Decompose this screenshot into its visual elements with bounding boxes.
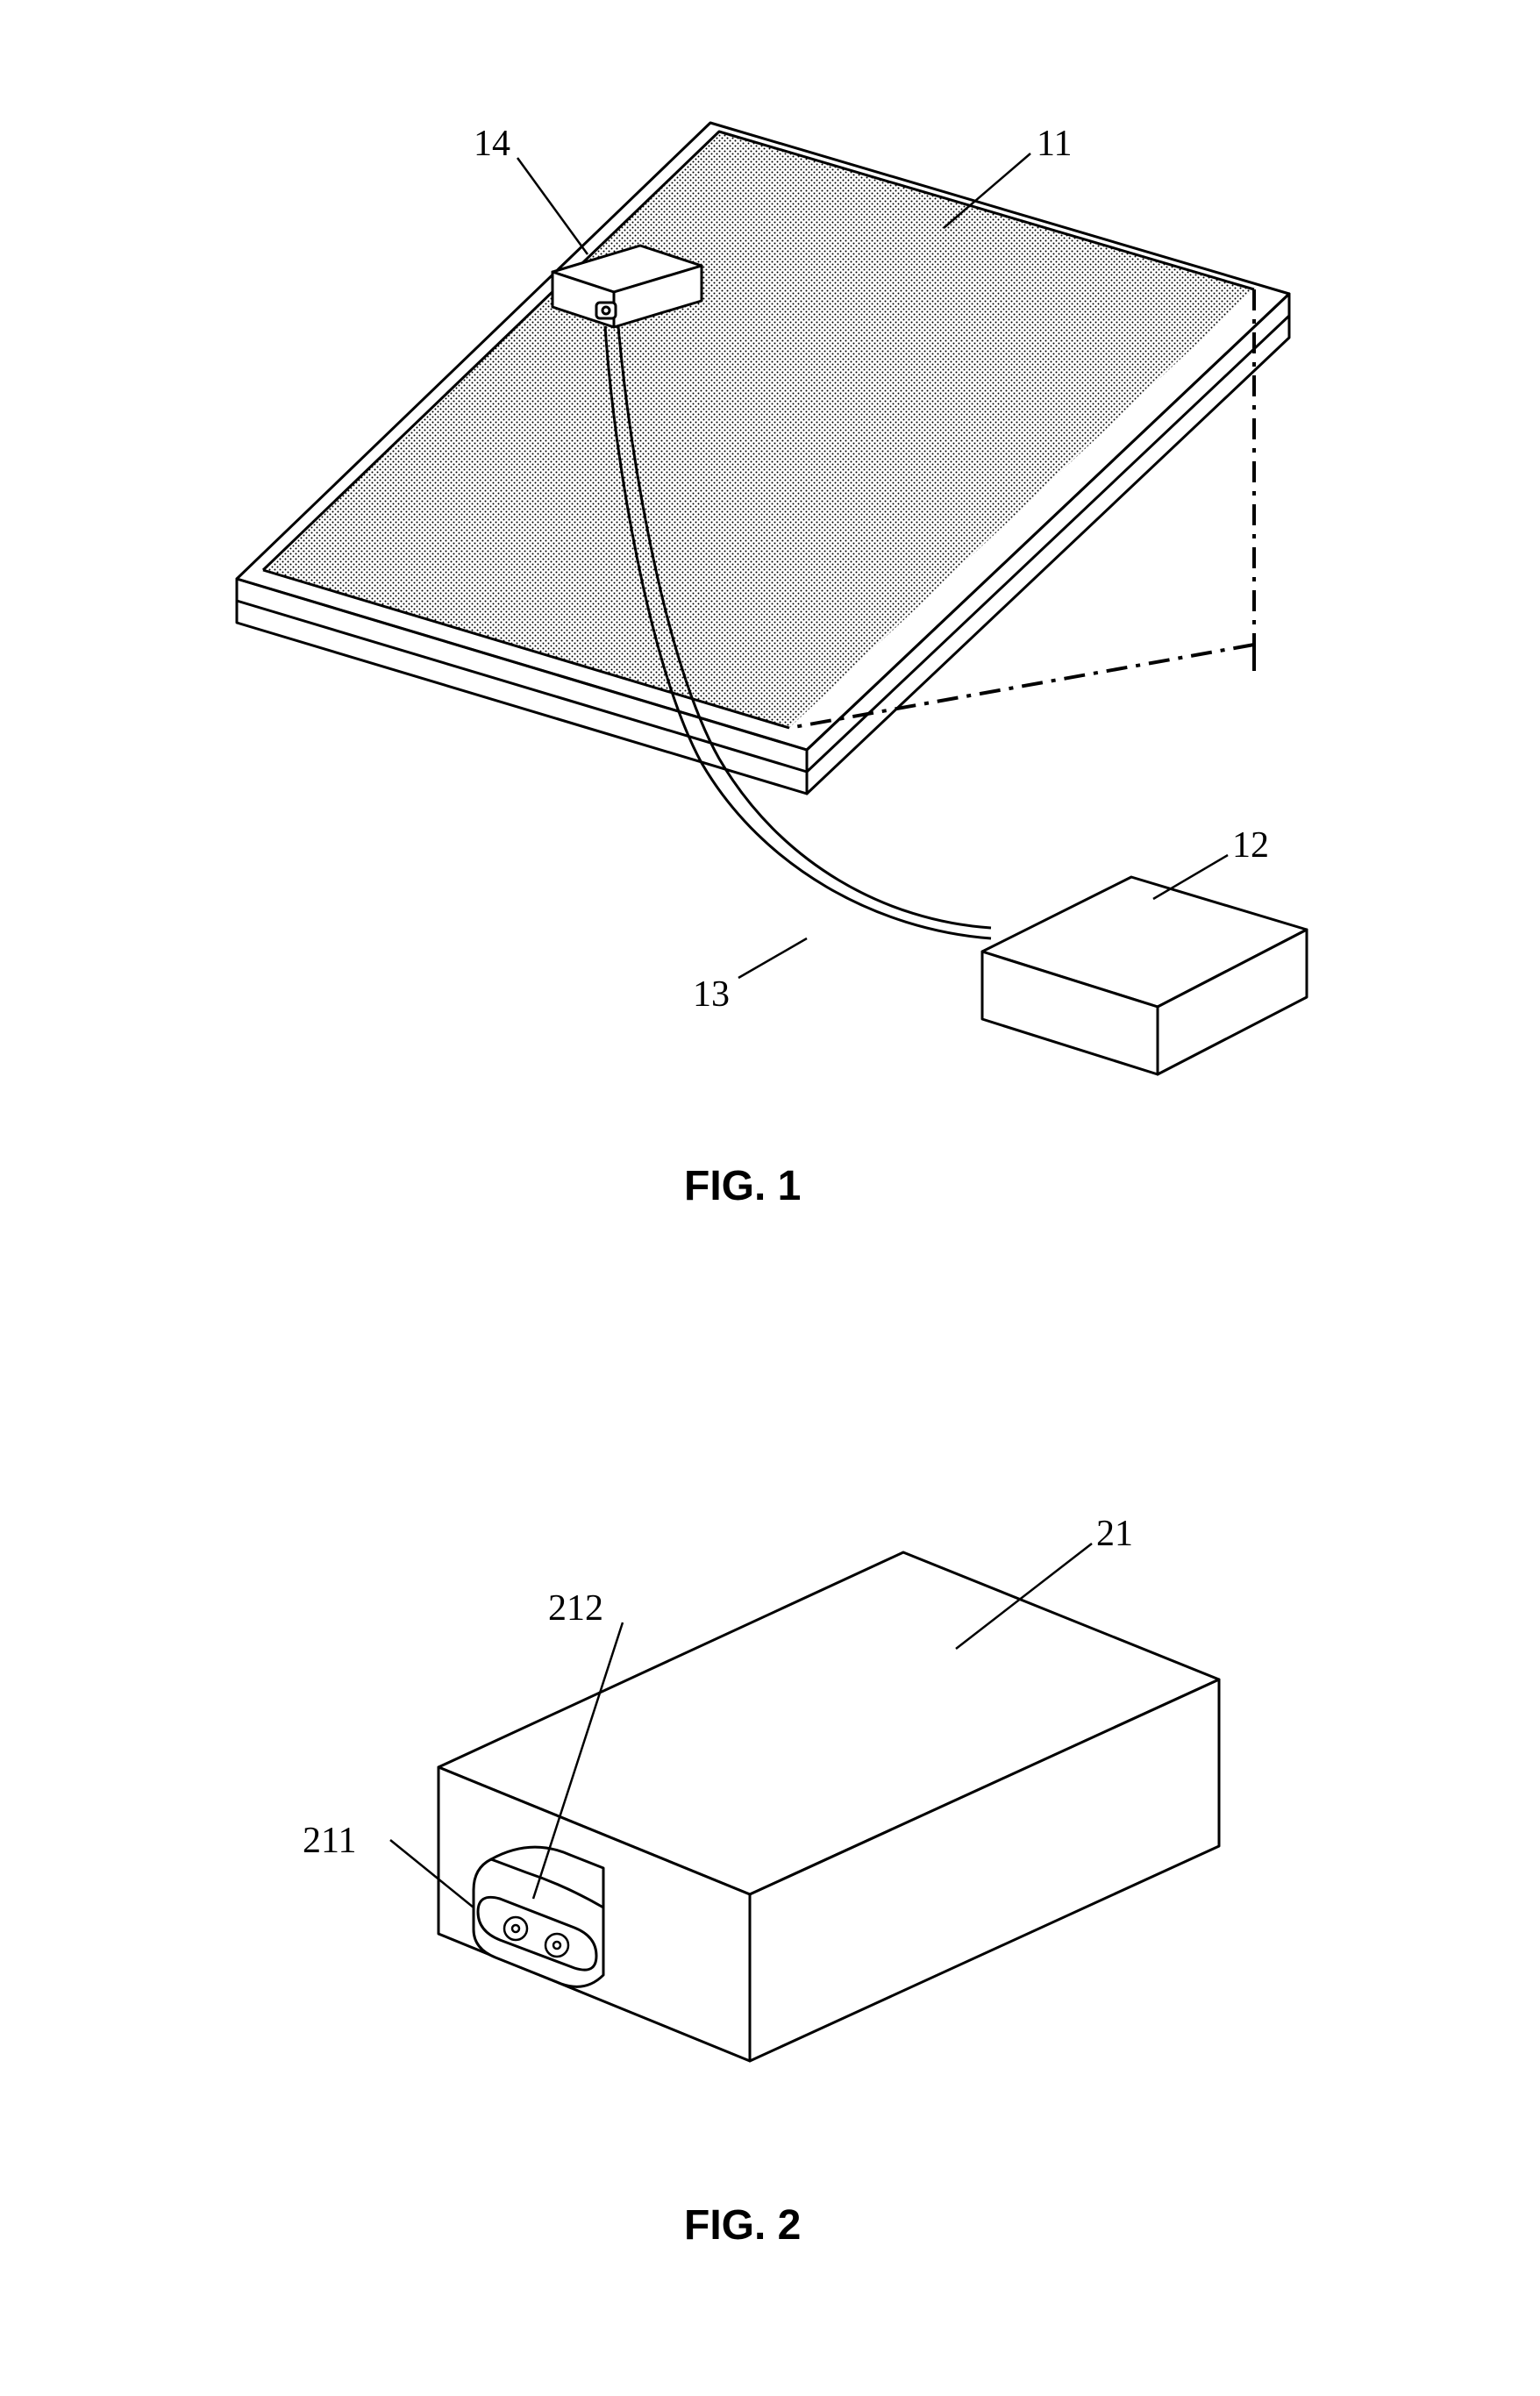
label-211: 211 (303, 1820, 356, 1862)
label-21: 21 (1096, 1513, 1133, 1555)
fig2-caption: FIG. 2 (684, 2201, 801, 2250)
connector-211 (474, 1847, 603, 1986)
figure-2 (0, 0, 1540, 2396)
figure-2-drawing (0, 0, 1540, 2396)
label-212: 212 (548, 1587, 603, 1629)
